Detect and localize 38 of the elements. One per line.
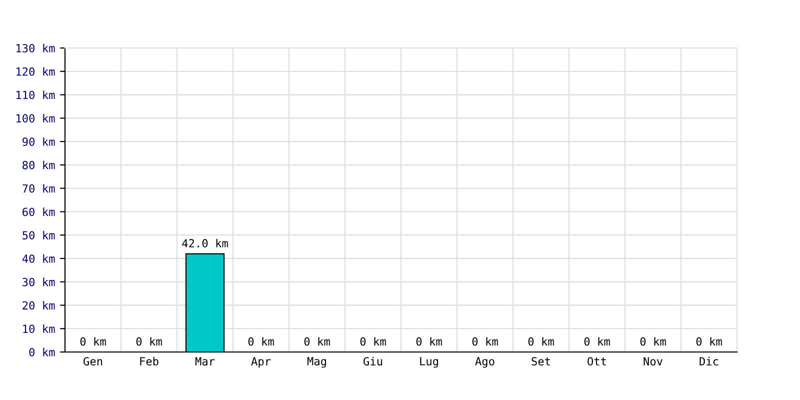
data-label: 0 km (136, 337, 162, 346)
data-label: 0 km (248, 337, 274, 346)
y-tick-label: 80 km (22, 160, 55, 170)
y-tick-label: 100 km (16, 114, 55, 123)
data-label: 0 km (360, 337, 386, 346)
x-tick-label: Nov (644, 357, 662, 366)
y-tick-label: 50 km (22, 230, 55, 240)
x-tick-label: Lug (420, 357, 438, 368)
y-tick-label: 20 km (22, 301, 55, 310)
x-tick-label: Dic (700, 356, 718, 366)
x-tick-label: Ago (475, 357, 494, 368)
y-tick-label: 40 km (22, 254, 55, 263)
data-label: 0 km (472, 337, 498, 346)
y-tick-label: 10 km (23, 324, 55, 334)
data-label: 0 km (416, 337, 442, 346)
x-tick-label: Giu (364, 356, 382, 366)
y-tick-label: 120 km (16, 67, 55, 76)
y-tick-label: 30 km (22, 278, 55, 286)
data-label: 0 km (80, 337, 106, 346)
y-tick-label: 70 km (22, 184, 55, 193)
y-tick-label: 130 km (16, 44, 55, 52)
x-tick-label: Mag (307, 357, 326, 368)
data-label: 0 km (528, 337, 554, 346)
x-tick-label: Mar (195, 357, 215, 366)
x-tick-label: Feb (140, 356, 158, 366)
data-label: 0 km (640, 337, 666, 346)
y-tick-label: 110 km (16, 90, 55, 100)
x-tick-label: Gen (84, 357, 102, 366)
y-tick-label: 0 km (29, 348, 55, 356)
y-tick-label: 60 km (22, 208, 55, 216)
data-label: 0 km (304, 337, 330, 346)
x-tick-label: Ott (588, 357, 606, 366)
data-label: 0 km (584, 337, 610, 346)
data-label: 42.0 km (182, 238, 228, 248)
x-tick-label: Apr (251, 357, 271, 368)
y-tick-label: 90 km (22, 137, 55, 146)
data-label: 0 km (696, 337, 722, 346)
x-tick-label: Set (532, 357, 550, 366)
